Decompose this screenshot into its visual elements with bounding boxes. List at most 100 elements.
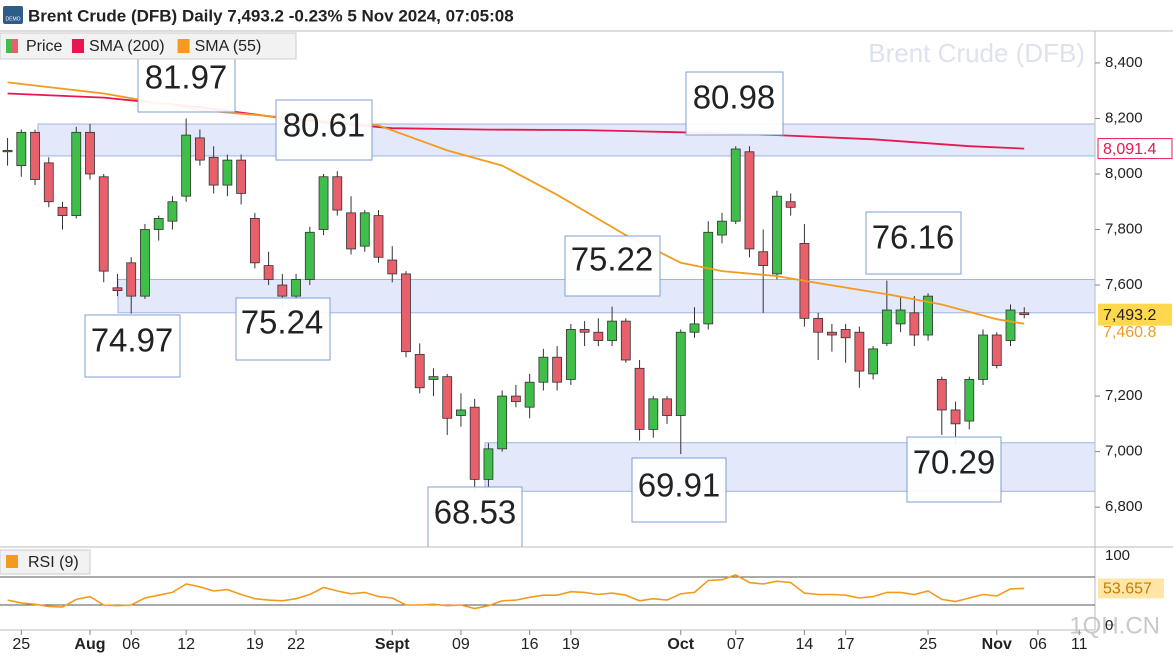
- candle-body: [552, 356, 563, 383]
- candle-body: [1019, 312, 1030, 316]
- candle-body: [222, 159, 233, 186]
- candle-body: [181, 134, 192, 197]
- price-label-box: [1098, 303, 1172, 326]
- candle-body: [662, 398, 672, 416]
- title-bar: [0, 0, 1173, 31]
- legend-swatch: [72, 39, 84, 53]
- annotation-box: [235, 297, 331, 361]
- price-label: 7,493.2: [1103, 307, 1156, 324]
- annotation: 74.97: [91, 322, 174, 359]
- x-tick-label: 25: [12, 636, 30, 653]
- rsi-value-box: [1098, 578, 1164, 599]
- legend-swatch: [6, 39, 12, 53]
- candle-body: [620, 320, 631, 361]
- candle-body: [565, 329, 576, 380]
- annotation: 70.29: [913, 444, 996, 481]
- candle-body: [387, 259, 398, 275]
- candle-body: [401, 273, 411, 353]
- x-tick-label: 16: [521, 636, 539, 653]
- candle-body: [98, 176, 109, 272]
- annotation: 80.61: [283, 107, 366, 144]
- annotation-box: [685, 71, 784, 136]
- annotation-box: [84, 314, 181, 378]
- candle-body: [140, 229, 150, 297]
- candle-body: [208, 156, 219, 186]
- annotation-box: [564, 235, 661, 297]
- annotation: 76.16: [872, 219, 955, 256]
- rsi-tick-label: 100: [1105, 547, 1130, 564]
- annotation: 81.97: [145, 59, 228, 96]
- candle-body: [909, 312, 920, 336]
- x-tick-label: Oct: [667, 636, 694, 653]
- candle-body: [249, 217, 260, 264]
- candle-body: [2, 149, 13, 153]
- candle-body: [57, 206, 68, 217]
- badge-icon: [3, 6, 23, 24]
- x-tick-label: 19: [246, 636, 264, 653]
- annotation-box: [427, 486, 523, 548]
- candle-body: [167, 201, 178, 222]
- legend-swatch: [12, 39, 18, 53]
- candle-body: [43, 162, 54, 203]
- candle-body: [772, 195, 782, 275]
- x-tick-label: 11: [1071, 636, 1088, 653]
- candle-body: [483, 448, 494, 480]
- y-tick-label: 7,000: [1105, 443, 1143, 460]
- candle-body: [826, 331, 837, 336]
- candle-body: [195, 137, 205, 161]
- y-tick-label: 7,800: [1105, 220, 1143, 237]
- candle-body: [291, 279, 301, 297]
- candle-body: [236, 159, 247, 194]
- annotation-box: [865, 211, 962, 275]
- candle-body: [868, 348, 879, 375]
- candle-body: [346, 212, 356, 250]
- x-tick-label: Sept: [375, 636, 410, 653]
- legend: [0, 32, 297, 60]
- candle-body: [744, 151, 755, 250]
- sma-line: [7, 81, 1025, 325]
- y-tick-label: 6,800: [1105, 498, 1143, 515]
- badge: DEMO: [6, 16, 21, 22]
- candle-body: [964, 379, 975, 422]
- candle-body: [607, 320, 617, 341]
- candle-body: [85, 131, 95, 175]
- candle-body: [758, 251, 769, 266]
- legend-label: SMA (200): [89, 38, 165, 55]
- y-tick-label: 8,000: [1105, 165, 1143, 182]
- candle-body: [689, 323, 700, 333]
- candle-body: [785, 201, 796, 208]
- y-tick-label: 7,200: [1105, 387, 1143, 404]
- candle-body: [648, 398, 659, 430]
- value-label: 8,091.4: [1103, 141, 1156, 158]
- x-tick-label: 09: [452, 636, 470, 653]
- candle-body: [991, 334, 1002, 366]
- zone: [484, 442, 1096, 492]
- value-label: 7,460.8: [1103, 324, 1156, 341]
- candle-body: [923, 295, 933, 336]
- annotation: 80.98: [693, 79, 776, 116]
- candle-body: [304, 231, 315, 280]
- candle-body: [950, 409, 961, 425]
- annotation-box: [906, 436, 1002, 503]
- candle-body: [318, 176, 329, 230]
- rsi-tick-label: 0: [1105, 617, 1113, 634]
- value-label-box: [1097, 138, 1173, 160]
- candle-body: [730, 148, 741, 222]
- candle-body: [263, 265, 274, 280]
- candle-body: [936, 379, 947, 411]
- candle-body: [978, 334, 988, 380]
- rsi-legend-label: RSI (9): [28, 554, 79, 571]
- candle-body: [442, 376, 453, 419]
- candle-body: [840, 329, 851, 339]
- x-tick-label: Aug: [74, 636, 105, 653]
- legend-swatch: [177, 39, 190, 53]
- logo: 1QH.CN: [1069, 612, 1160, 639]
- candle-body: [881, 309, 892, 344]
- candle-body: [359, 212, 370, 247]
- annotation-box: [137, 57, 236, 113]
- x-tick-label: 06: [1029, 636, 1047, 653]
- y-tick-label: 8,200: [1105, 109, 1143, 126]
- candle-body: [414, 354, 425, 389]
- candle-body: [813, 317, 824, 333]
- candle-body: [456, 409, 466, 416]
